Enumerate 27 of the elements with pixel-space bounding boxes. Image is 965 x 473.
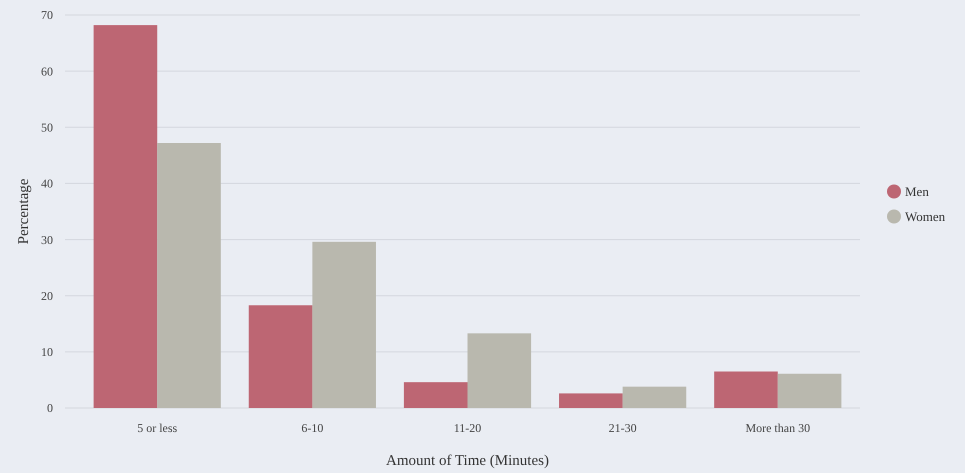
x-tick-label: 5 or less [137,421,178,435]
bar [248,305,312,408]
bar [468,333,532,408]
bar [312,242,376,408]
x-axis-title: Amount of Time (Minutes) [386,453,549,469]
y-tick-label: 70 [41,8,53,22]
bar [94,25,158,408]
bar [157,143,221,408]
y-tick-label: 30 [41,232,53,247]
y-tick-label: 10 [41,345,53,360]
legend-label: Men [905,184,930,200]
bar [714,372,778,408]
x-tick-label: 6-10 [301,421,324,435]
bar [559,393,623,408]
y-tick-label: 50 [41,120,53,134]
y-tick-label: 20 [41,288,53,303]
bar [622,386,686,408]
x-tick-label: More than 30 [745,421,810,435]
legend-label: Women [905,209,946,224]
x-tick-label: 21-30 [608,421,637,435]
bar [404,382,468,408]
y-tick-label: 60 [41,64,53,78]
y-tick-label: 0 [47,401,53,416]
x-tick-label: 11-20 [454,421,482,435]
y-axis-title: Percentage [16,178,32,244]
bar [778,374,842,408]
y-tick-label: 40 [41,176,53,191]
